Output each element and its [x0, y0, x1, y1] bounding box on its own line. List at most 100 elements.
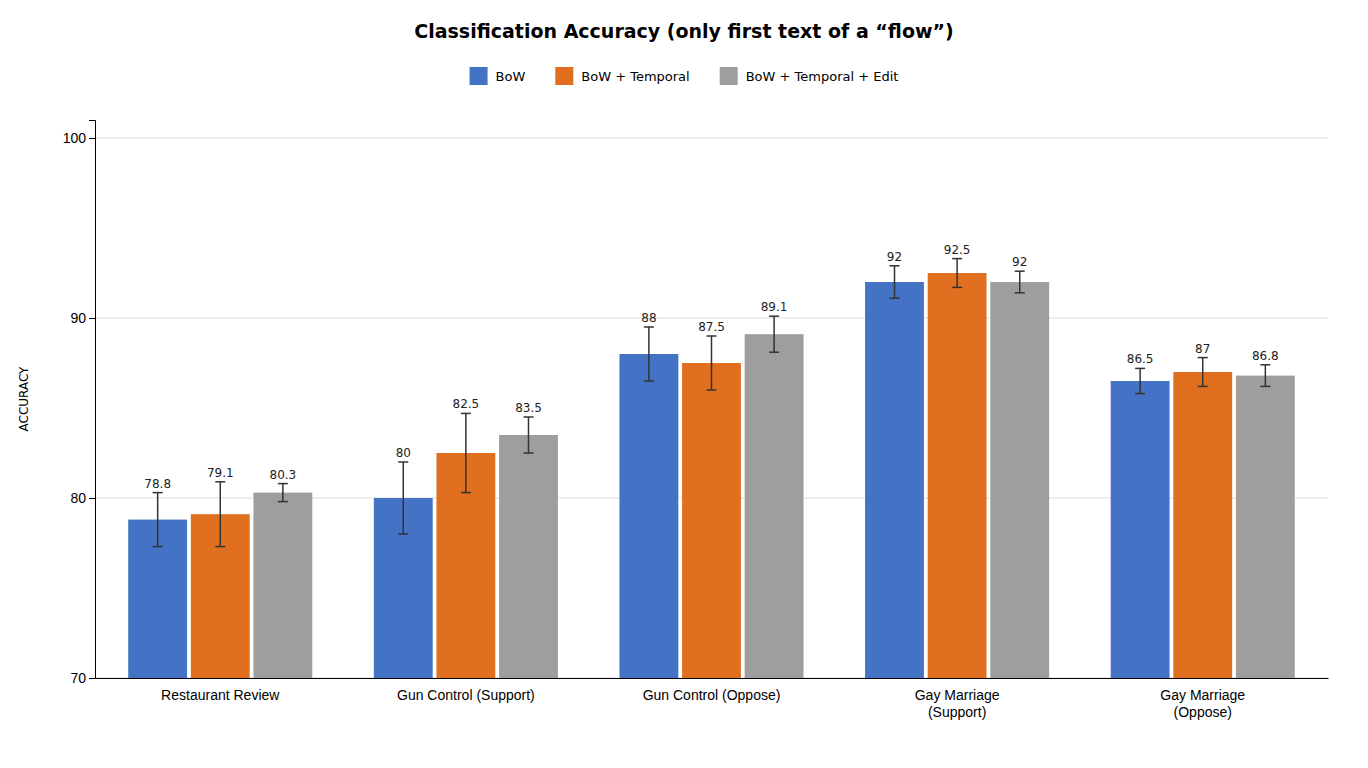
x-tick-label: Restaurant Review	[161, 687, 280, 703]
x-tick-label: Gay Marriage(Support)	[915, 687, 1000, 720]
error-bar-cap	[215, 481, 225, 483]
series	[191, 259, 1232, 678]
error-bar-cap	[952, 287, 962, 289]
x-tick: Gay Marriage(Support)	[915, 687, 1000, 720]
error-bar-cap	[890, 297, 900, 299]
grid	[95, 138, 1328, 678]
legend-swatch	[470, 67, 488, 85]
series	[253, 271, 1294, 678]
data-label: 78.8	[144, 477, 171, 491]
y-tick-label: 80	[70, 490, 86, 506]
bar	[253, 493, 312, 678]
error-bar	[890, 266, 900, 298]
error-bar-cap	[398, 533, 408, 535]
data-label: 80.3	[270, 468, 297, 482]
error-bar-cap	[1198, 386, 1208, 388]
x-tick-label: Gun Control (Oppose)	[643, 687, 781, 703]
error-bar	[153, 493, 163, 547]
error-bar	[523, 417, 533, 453]
x-tick: Gun Control (Support)	[397, 687, 535, 703]
y-tick: 100	[63, 130, 95, 146]
error-bar	[278, 484, 288, 502]
bar	[619, 354, 678, 678]
plot: 708090100Restaurant ReviewGun Control (S…	[63, 121, 1329, 720]
y-tick-label: 90	[70, 310, 86, 326]
error-bar	[707, 336, 717, 390]
error-bar-stem	[1019, 271, 1021, 293]
series	[128, 266, 1169, 678]
data-label: 88	[641, 311, 656, 325]
error-bar-stem	[956, 259, 958, 288]
error-bar	[769, 316, 779, 352]
bar	[1111, 381, 1170, 678]
error-bar	[1015, 271, 1025, 293]
bar	[1173, 372, 1232, 678]
data-label: 86.5	[1127, 352, 1154, 366]
x-tick-label-line: (Oppose)	[1174, 704, 1232, 720]
x-tick: Restaurant Review	[161, 687, 280, 703]
data-label: 89.1	[761, 300, 788, 314]
y-axis: 708090100	[63, 121, 96, 686]
error-bar-cap	[1260, 386, 1270, 388]
error-bar	[1135, 368, 1145, 393]
error-bar	[952, 259, 962, 288]
error-bar-cap	[952, 258, 962, 260]
x-tick-label-line: Restaurant Review	[161, 687, 280, 703]
y-tick-label: 100	[63, 130, 87, 146]
data-labels: 78.880889286.579.182.587.592.58780.383.5…	[144, 243, 1278, 491]
error-bar-cap	[1015, 292, 1025, 294]
legend-item: BoW + Temporal	[555, 67, 689, 85]
x-tick-label: Gay Marriage(Oppose)	[1160, 687, 1245, 720]
error-bar-stem	[220, 482, 222, 547]
x-tick-label-line: Gun Control (Support)	[397, 687, 535, 703]
data-label: 92	[887, 250, 902, 264]
error-bar-cap	[707, 389, 717, 391]
x-tick-label-line: Gay Marriage	[1160, 687, 1245, 703]
error-bar-cap	[644, 380, 654, 382]
y-tick-mark	[89, 498, 95, 499]
legend: BoWBoW + TemporalBoW + Temporal + Edit	[470, 67, 899, 85]
error-bar-cap	[707, 335, 717, 337]
legend-swatch	[720, 67, 738, 85]
error-bar-cap	[278, 501, 288, 503]
y-axis-label: ACCURACY	[17, 366, 31, 432]
y-axis-line	[89, 121, 96, 679]
error-bar-cap	[644, 326, 654, 328]
error-bar-cap	[278, 483, 288, 485]
error-bar-cap	[1198, 357, 1208, 359]
x-tick-label: Gun Control (Support)	[397, 687, 535, 703]
x-tick-label-line: Gun Control (Oppose)	[643, 687, 781, 703]
error-bar-cap	[1135, 368, 1145, 370]
error-bar-cap	[523, 416, 533, 418]
data-label: 83.5	[515, 401, 542, 415]
data-label: 92.5	[944, 243, 971, 257]
error-bar-stem	[648, 327, 650, 381]
error-bar-cap	[890, 265, 900, 267]
error-bar	[644, 327, 654, 381]
error-bar-stem	[773, 316, 775, 352]
error-bar	[1198, 358, 1208, 387]
error-bar	[461, 413, 471, 492]
bar	[682, 363, 741, 678]
error-bar-stem	[403, 462, 405, 534]
y-tick: 90	[70, 310, 95, 326]
legend-label: BoW + Temporal	[581, 69, 689, 84]
error-bar-cap	[153, 546, 163, 548]
x-tick-label-line: (Support)	[928, 704, 986, 720]
data-label: 87	[1195, 342, 1210, 356]
error-bar-stem	[528, 417, 530, 453]
error-bar-cap	[1135, 393, 1145, 395]
error-bar-cap	[398, 461, 408, 463]
error-bar-cap	[769, 315, 779, 317]
chart-container: 708090100Restaurant ReviewGun Control (S…	[0, 0, 1368, 768]
error-bar-stem	[711, 336, 713, 390]
data-label: 80	[396, 446, 411, 460]
chart-svg: 708090100Restaurant ReviewGun Control (S…	[0, 0, 1368, 768]
x-tick: Gun Control (Oppose)	[643, 687, 781, 703]
x-axis-line	[96, 678, 1329, 679]
error-bar-cap	[769, 351, 779, 353]
data-label: 87.5	[698, 320, 725, 334]
grid-line	[95, 318, 1328, 319]
legend-item: BoW + Temporal + Edit	[720, 67, 899, 85]
x-tick: Gay Marriage(Oppose)	[1160, 687, 1245, 720]
